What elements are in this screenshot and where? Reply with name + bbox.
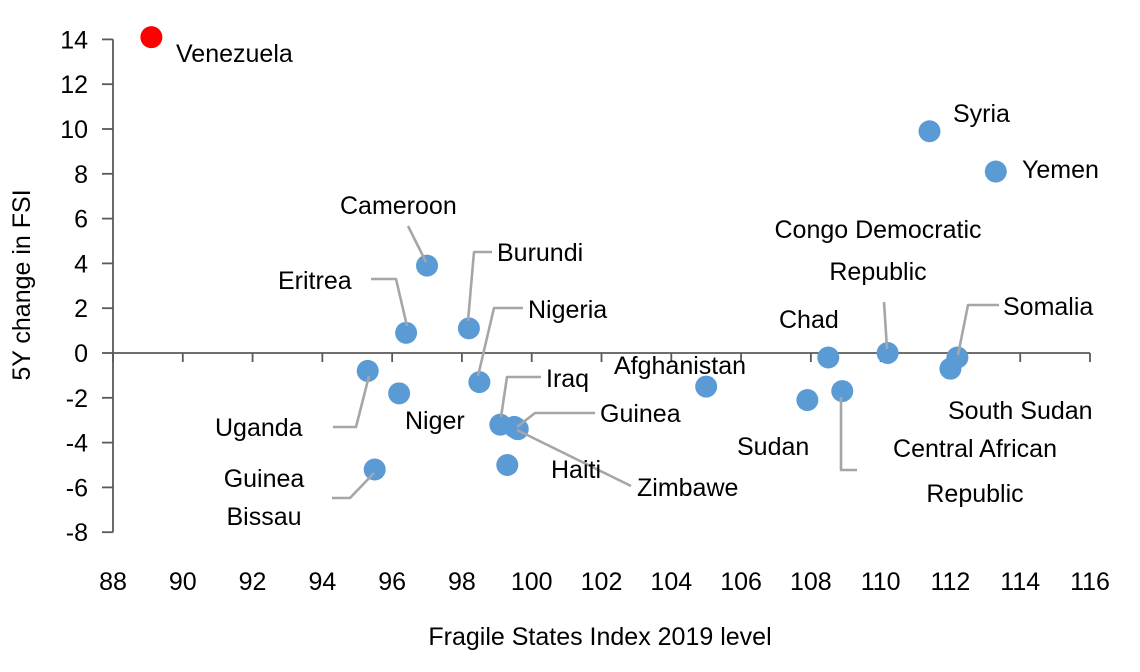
data-point-congo-democratic-republic: [876, 342, 899, 364]
x-tick-label: 110: [861, 568, 901, 596]
x-tick-label: 90: [169, 568, 197, 596]
data-point-central-african-republic: [831, 380, 854, 403]
point-label-iraq: Iraq: [546, 365, 589, 393]
point-label-central-african-republic: Central African Republic: [893, 435, 1057, 508]
y-tick-label: -6: [66, 474, 88, 502]
y-tick-label: -8: [66, 519, 88, 547]
point-label-somalia: Somalia: [1003, 293, 1093, 321]
data-point-syria: [918, 120, 941, 143]
y-tick-label: 4: [74, 250, 88, 278]
y-tick-label: 0: [74, 340, 88, 368]
tick-labels: 88 90 92 94 96 98 100 102 104 106 108 110 112 114 1161…: [60, 26, 1110, 596]
y-tick-label: -4: [66, 430, 88, 458]
x-tick-label: 88: [99, 568, 127, 596]
y-tick-label: 14: [60, 26, 88, 54]
data-point-guinea-bissau: [363, 458, 386, 481]
x-tick-label: 94: [308, 568, 336, 596]
point-label-zimbawe: Zimbawe: [637, 474, 738, 502]
data-point-nigeria: [468, 371, 491, 394]
data-point-haiti: [496, 454, 519, 476]
y-axis-title: 5Y change in FSI: [8, 189, 36, 380]
leader-line-uganda: [333, 375, 371, 429]
y-tick-label: 2: [74, 295, 88, 323]
leader-line-congo-democratic-republic: [882, 301, 889, 350]
x-tick-label: 98: [448, 568, 476, 596]
leader-line-somalia: [956, 303, 999, 356]
point-label-syria: Syria: [953, 100, 1010, 128]
data-point-south-sudan: [939, 357, 962, 380]
data-points: [140, 26, 1007, 481]
x-tick-label: 104: [650, 568, 692, 596]
point-label-guinea-bissau: Guinea Bissau: [224, 465, 305, 531]
leader-line-guinea-bissau: [332, 472, 375, 500]
data-point-uganda: [356, 359, 379, 382]
point-label-afghanistan: Afghanistan: [614, 352, 746, 380]
point-label-yemen: Yemen: [1022, 156, 1099, 184]
x-tick-label: 108: [790, 568, 832, 596]
point-label-haiti: Haiti: [551, 456, 601, 484]
leader-line-eritrea: [371, 277, 409, 327]
x-axis-title: Fragile States Index 2019 level: [428, 623, 771, 651]
point-label-uganda: Uganda: [215, 414, 303, 442]
point-label-nigeria: Nigeria: [528, 296, 607, 324]
leader-line-burundi: [466, 250, 492, 322]
data-point-eritrea: [395, 321, 418, 344]
point-labels: Venezuela Cameroon Eritrea Burundi Nigeria Ug…: [176, 40, 1099, 531]
data-point-sudan: [796, 389, 819, 412]
point-label-guinea: Guinea: [600, 400, 681, 428]
point-label-sudan: Sudan: [737, 433, 809, 461]
y-tick-label: 6: [74, 206, 88, 234]
point-label-burundi: Burundi: [497, 239, 583, 267]
data-point-cameroon: [416, 254, 439, 277]
leader-line-cameroon: [406, 225, 428, 263]
leader-line-central-african-republic: [839, 397, 857, 472]
leader-line-guinea: [516, 411, 595, 429]
y-tick-label: -2: [66, 385, 88, 413]
y-tick-label: 8: [74, 161, 88, 189]
data-point-venezuela: [140, 26, 163, 49]
point-label-niger: Niger: [405, 407, 465, 435]
leader-line-nigeria: [476, 306, 523, 377]
point-label-eritrea: Eritrea: [278, 267, 352, 295]
x-tick-label: 100: [511, 568, 553, 596]
x-tick-label: 114: [1000, 568, 1040, 596]
y-tick-label: 10: [60, 116, 88, 144]
x-tick-label: 96: [378, 568, 406, 596]
leader-line-zimbawe: [516, 428, 632, 488]
y-tick-label: 12: [60, 71, 88, 99]
point-label-chad: Chad: [779, 306, 839, 334]
x-tick-label: 116: [1070, 568, 1110, 596]
point-label-cameroon: Cameroon: [340, 192, 457, 220]
x-tick-label: 102: [581, 568, 623, 596]
data-point-chad: [817, 346, 840, 369]
x-tick-label: 112: [930, 568, 970, 596]
x-tick-label: 92: [239, 568, 267, 596]
data-point-yemen: [984, 160, 1007, 183]
leader-lines: [332, 225, 999, 500]
point-label-venezuela: Venezuela: [176, 40, 293, 68]
point-label-south-sudan: South Sudan: [948, 397, 1093, 425]
point-label-congo-democratic-republic: Congo Democratic Republic: [774, 216, 981, 286]
x-tick-label: 106: [720, 568, 762, 596]
data-point-burundi: [457, 317, 480, 340]
leader-line-iraq: [499, 375, 541, 418]
data-point-niger: [388, 382, 411, 405]
data-point-afghanistan: [695, 375, 718, 398]
